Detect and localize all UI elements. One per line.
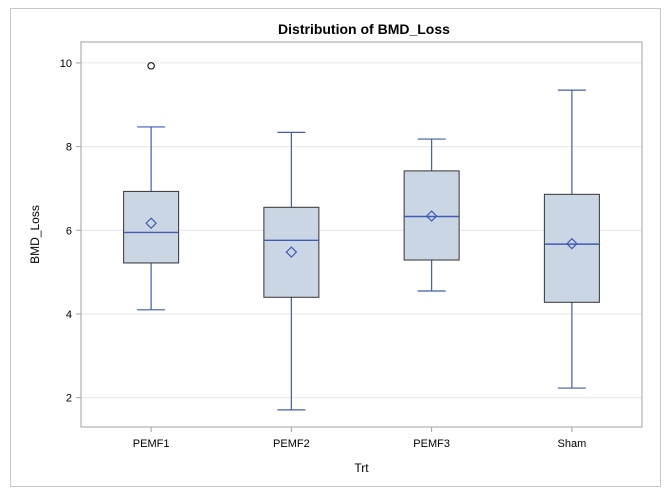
box-pemf3 [403, 138, 460, 292]
y-tick-label: 4 [66, 309, 72, 321]
mean-marker [425, 210, 438, 222]
box-iqr [123, 190, 180, 264]
x-tick-label: Sham [558, 438, 587, 450]
x-axis-label: Trt [354, 461, 369, 475]
chart-title: Distribution of BMD_Loss [278, 21, 450, 37]
mean-marker [145, 217, 157, 230]
boxes [123, 62, 600, 411]
box-sham [543, 89, 600, 389]
box-iqr [263, 206, 320, 298]
mean-marker [285, 246, 298, 258]
y-tick-label: 10 [60, 58, 72, 70]
box-pemf2 [263, 131, 320, 411]
y-axis-ticks: 2 4 6 8 10 [60, 58, 81, 405]
chart-frame: Distribution of BMD_Loss 2 4 6 8 10 PEMF1 PEM… [10, 8, 661, 487]
x-tick-label: PEMF1 [133, 438, 170, 450]
box-pemf1 [123, 62, 180, 311]
y-tick-label: 8 [66, 142, 72, 154]
x-tick-label: PEMF2 [273, 438, 310, 450]
y-tick-label: 6 [66, 225, 72, 237]
outlier-point [147, 62, 155, 70]
x-axis-ticks: PEMF1 PEMF2 PEMF3 Sham [133, 427, 586, 450]
x-tick-label: PEMF3 [413, 438, 450, 450]
y-tick-label: 2 [66, 393, 72, 405]
y-axis-label: BMD_Loss [28, 205, 42, 264]
plot-area [80, 41, 643, 428]
mean-marker [566, 237, 578, 250]
box-iqr [403, 170, 460, 261]
